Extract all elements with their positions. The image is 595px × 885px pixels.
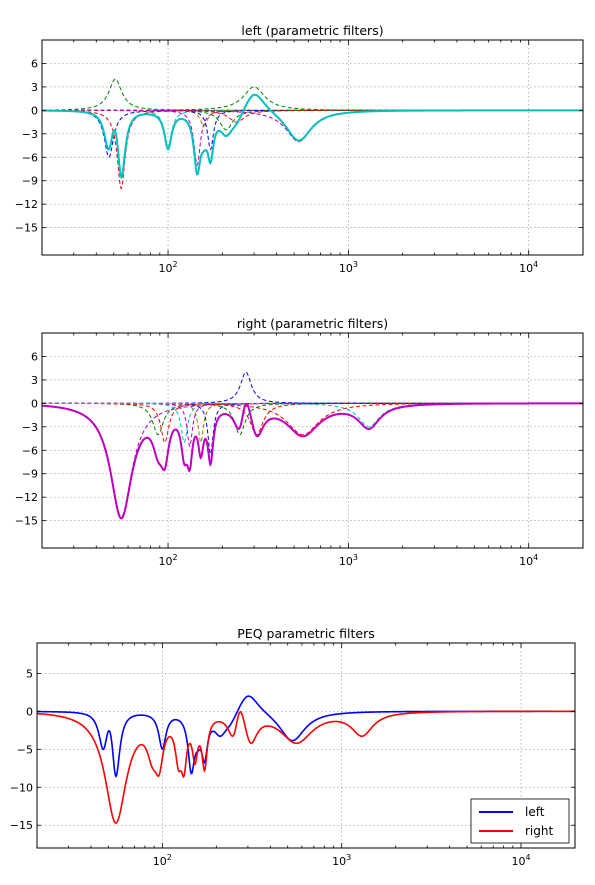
chart-panel-2: 5 0 −5 −10 −15 102 103 104 PEQ parametric filter… — [10, 626, 576, 868]
chart-panel-0: 6 3 0 −3 −6 −9 −12 −15 102 103 104 left (parametric… — [15, 23, 584, 275]
plot-area — [37, 695, 575, 824]
axes-frame — [41, 39, 584, 256]
x-tick-label: 103 — [339, 553, 358, 568]
series-line-right — [37, 710, 575, 824]
y-tick-label: −9 — [22, 175, 38, 188]
y-tick-label: −6 — [22, 151, 38, 164]
y-tick-label: −6 — [22, 444, 38, 457]
filter-line-4 — [42, 402, 583, 444]
x-tick-label: 104 — [519, 553, 538, 568]
legend: left right — [470, 798, 570, 844]
filter-line-9 — [42, 371, 583, 404]
y-tick-label: 3 — [31, 81, 38, 94]
chart-title: PEQ parametric filters — [237, 626, 374, 641]
filter-line-10 — [42, 86, 583, 111]
filter-line-5 — [42, 109, 583, 167]
y-tick-label: −3 — [22, 128, 38, 141]
x-tick-label: 103 — [339, 260, 358, 275]
y-tick-label: 6 — [31, 350, 38, 363]
axes-frame — [41, 332, 584, 549]
y-tick-label: 0 — [31, 397, 38, 410]
axes-frame — [36, 642, 576, 849]
y-tick-label: −10 — [10, 781, 33, 794]
y-tick-label: −5 — [17, 743, 33, 756]
chart-panel-1: 6 3 0 −3 −6 −9 −12 −15 102 103 104 right (parametri… — [15, 316, 584, 568]
filter-line-2 — [42, 78, 583, 111]
filter-line-3 — [42, 402, 583, 443]
legend-box — [470, 798, 570, 844]
plot-area — [42, 78, 583, 190]
filter-line-3 — [42, 109, 583, 190]
legend-label-right: right — [525, 824, 553, 838]
plot-area — [42, 371, 583, 520]
chart-title: left (parametric filters) — [241, 23, 383, 38]
y-tick-label: −12 — [15, 198, 38, 211]
x-tick-label: 104 — [511, 853, 530, 868]
y-tick-label: 3 — [31, 374, 38, 387]
x-tick-label: 104 — [519, 260, 538, 275]
y-tick-label: −9 — [22, 468, 38, 481]
filter-line-9 — [42, 109, 583, 123]
y-tick-label: 0 — [26, 705, 33, 718]
x-tick-label: 102 — [159, 260, 178, 275]
filter-line-6 — [42, 402, 583, 444]
y-tick-label: −15 — [15, 515, 38, 528]
y-tick-label: −15 — [15, 222, 38, 235]
total-line — [42, 402, 583, 520]
y-tick-label: 0 — [31, 104, 38, 117]
total-line — [42, 93, 583, 180]
filter-line-6 — [42, 109, 583, 127]
y-tick-label: −3 — [22, 421, 38, 434]
y-tick-label: 6 — [31, 57, 38, 70]
y-tick-label: 5 — [26, 667, 33, 680]
filter-line-7 — [42, 109, 583, 151]
x-tick-label: 103 — [332, 853, 351, 868]
legend-label-left: left — [525, 805, 545, 819]
filter-line-5 — [42, 402, 583, 448]
y-tick-label: −12 — [15, 491, 38, 504]
filter-line-12 — [42, 402, 583, 428]
chart-title: right (parametric filters) — [237, 316, 388, 331]
series-line-left — [37, 695, 575, 778]
filter-line-1 — [42, 402, 583, 518]
x-tick-label: 102 — [159, 553, 178, 568]
y-tick-label: −15 — [10, 819, 33, 832]
x-tick-label: 102 — [153, 853, 172, 868]
